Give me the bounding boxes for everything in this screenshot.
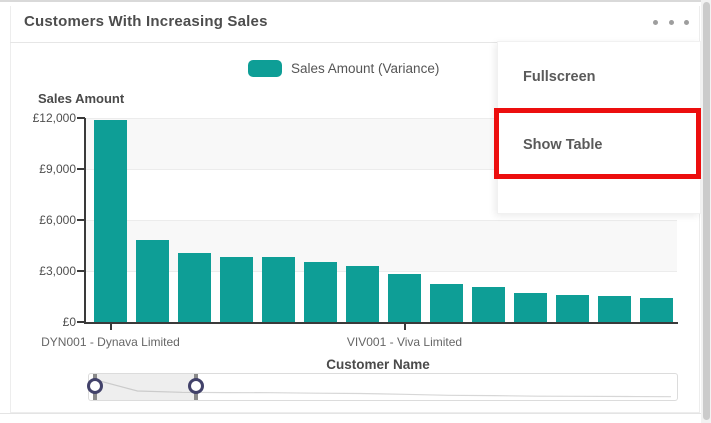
y-tick-label: £0 (62, 315, 76, 329)
vertical-scrollbar-track[interactable] (701, 0, 711, 423)
bar-9[interactable] (472, 287, 505, 322)
bottom-divider (0, 413, 711, 414)
y-axis-tick (77, 117, 85, 119)
slider-handle-right[interactable] (187, 378, 204, 394)
legend-color-swatch (248, 60, 282, 77)
bar-6[interactable] (346, 266, 379, 322)
bar-1[interactable] (136, 240, 169, 322)
y-tick-label: £6,000 (39, 213, 76, 227)
bar-12[interactable] (598, 296, 631, 322)
vertical-scrollbar-thumb[interactable] (702, 2, 710, 420)
x-tick-label: DYN001 - Dynava Limited (41, 335, 180, 349)
bar-11[interactable] (556, 295, 589, 322)
grid-band (85, 220, 677, 271)
legend-item-sales-amount-variance[interactable]: Sales Amount (Variance) (248, 60, 439, 77)
bar-10[interactable] (514, 293, 547, 322)
bar-2[interactable] (178, 253, 211, 322)
legend-label: Sales Amount (Variance) (291, 61, 440, 76)
header-divider (10, 42, 700, 43)
ellipsis-icon (668, 19, 674, 25)
y-tick-label: £12,000 (32, 111, 76, 125)
bar-3[interactable] (220, 257, 253, 322)
gridline (85, 271, 677, 272)
ellipsis-icon (684, 19, 689, 25)
context-menu: Fullscreen Show Table (497, 41, 701, 214)
slider-handle-left[interactable] (87, 378, 104, 394)
x-axis-title: Customer Name (326, 357, 430, 372)
gridline (85, 118, 677, 119)
y-axis-title: Sales Amount (38, 91, 125, 106)
bar-8[interactable] (430, 284, 463, 322)
y-axis-tick (77, 168, 85, 170)
x-axis-line (84, 322, 678, 324)
bar-7[interactable] (388, 274, 421, 322)
bar-0[interactable] (94, 120, 127, 322)
x-axis-tick (403, 324, 406, 330)
menu-item-show-table[interactable]: Show Table (523, 137, 603, 153)
bar-13[interactable] (640, 298, 673, 322)
x-axis-tick (109, 324, 112, 330)
window-top-edge (0, 0, 711, 2)
x-tick-label: VIV001 - Viva Limited (346, 335, 463, 349)
y-tick-label: £9,000 (39, 162, 76, 176)
bar-5[interactable] (304, 262, 337, 322)
y-axis-tick (77, 219, 85, 221)
y-axis-tick (77, 321, 85, 323)
gridline (85, 169, 677, 170)
y-tick-label: £3,000 (39, 264, 76, 278)
more-options-button[interactable] (653, 14, 689, 30)
slider-distribution-curve (92, 378, 672, 398)
menu-item-fullscreen[interactable]: Fullscreen (523, 68, 596, 85)
ellipsis-icon (653, 19, 658, 25)
y-axis-tick (77, 270, 85, 272)
bar-4[interactable] (262, 257, 295, 322)
category-range-slider-track[interactable] (88, 373, 678, 401)
slider-selected-range[interactable] (93, 374, 194, 400)
y-axis-line (84, 118, 86, 324)
widget-title: Customers With Increasing Sales (24, 13, 268, 30)
gridline (85, 220, 677, 221)
